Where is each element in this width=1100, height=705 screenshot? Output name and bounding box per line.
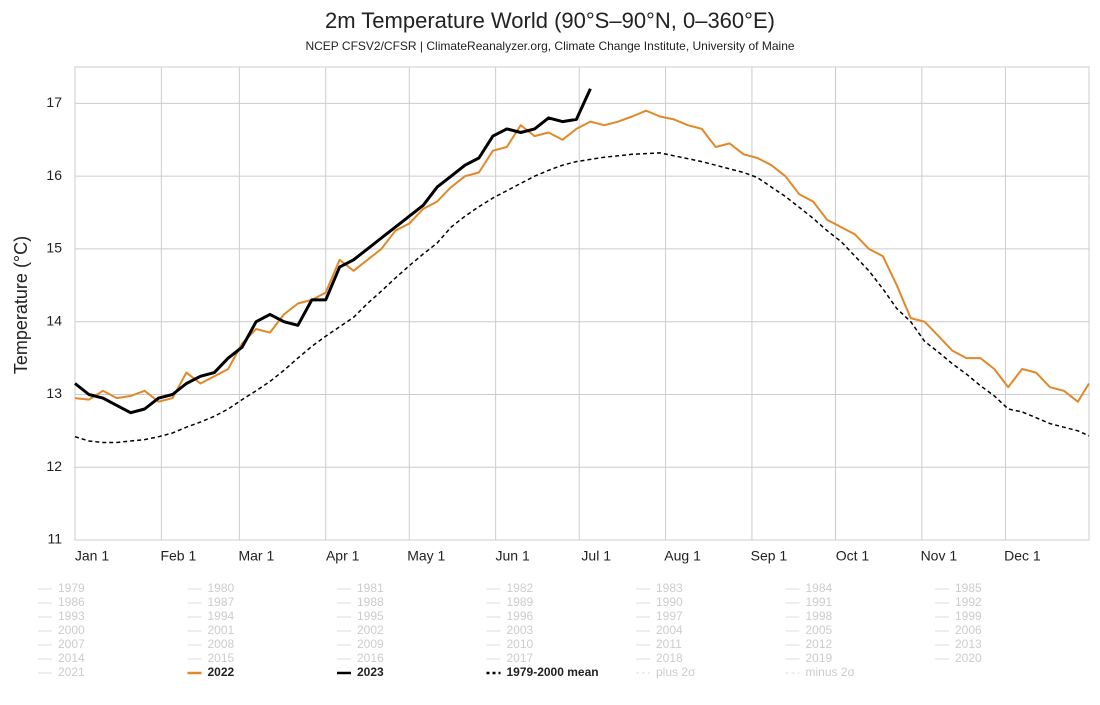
y-tick-label: 16: [46, 167, 62, 183]
legend-label: 2015: [208, 651, 235, 665]
legend-label: 1993: [58, 609, 85, 623]
legend-label: 1992: [955, 595, 982, 609]
y-tick-label: 17: [46, 94, 62, 110]
legend-label: 1998: [806, 609, 833, 623]
legend-label: 1989: [507, 595, 534, 609]
y-tick-label: 12: [46, 458, 62, 474]
legend-label: 2009: [357, 637, 384, 651]
legend-label: 1991: [806, 595, 833, 609]
legend-label: 1990: [656, 595, 683, 609]
x-tick-label: Oct 1: [836, 548, 870, 564]
x-tick-label: Aug 1: [664, 548, 701, 564]
legend-label: 2023: [357, 665, 384, 679]
legend-label: 2016: [357, 651, 384, 665]
legend-label: 1999: [955, 609, 982, 623]
legend-label: minus 2σ: [806, 665, 856, 679]
legend-label: 2022: [208, 665, 235, 679]
x-tick-label: Apr 1: [326, 548, 360, 564]
legend-label: 1986: [58, 595, 85, 609]
legend-label: 1984: [806, 581, 833, 595]
legend-label: 1994: [208, 609, 235, 623]
x-tick-label: Mar 1: [238, 548, 274, 564]
legend-label: 1997: [656, 609, 683, 623]
legend-label: 1987: [208, 595, 235, 609]
legend-label: 2019: [806, 651, 833, 665]
legend-label: 1979-2000 mean: [507, 665, 599, 679]
legend-label: 1983: [656, 581, 683, 595]
legend-label: 2006: [955, 623, 982, 637]
legend-label: 2004: [656, 623, 683, 637]
legend-label: plus 2σ: [656, 665, 696, 679]
legend-label: 2012: [806, 637, 833, 651]
legend-label: 2007: [58, 637, 85, 651]
legend-label: 1985: [955, 581, 982, 595]
y-tick-label: 13: [46, 385, 62, 401]
x-tick-label: Jan 1: [75, 548, 109, 564]
legend-label: 2000: [58, 623, 85, 637]
series-line: [74, 152, 1090, 444]
legend-label: 2003: [507, 623, 534, 637]
x-tick-label: Feb 1: [160, 548, 196, 564]
legend-label: 2002: [357, 623, 384, 637]
legend-label: 1988: [357, 595, 384, 609]
legend-label: 2001: [208, 623, 235, 637]
legend-label: 2020: [955, 651, 982, 665]
series-line: [74, 88, 592, 415]
legend-label: 2021: [58, 665, 85, 679]
plot-frame: [74, 66, 1090, 541]
x-tick-label: Dec 1: [1004, 548, 1041, 564]
legend-label: 2018: [656, 651, 683, 665]
legend-label: 2013: [955, 637, 982, 651]
y-tick-label: 14: [46, 312, 62, 328]
y-tick-label: 11: [47, 531, 62, 547]
legend-label: 2017: [507, 651, 534, 665]
legend-label: 1979: [58, 581, 85, 595]
legend-label: 2011: [656, 637, 682, 651]
x-tick-label: Jun 1: [496, 548, 530, 564]
legend-label: 1981: [357, 581, 384, 595]
x-tick-label: Jul 1: [581, 548, 611, 564]
x-tick-label: Sep 1: [751, 548, 788, 564]
legend-label: 2010: [507, 637, 534, 651]
x-tick-label: May 1: [407, 548, 445, 564]
legend-label: 2014: [58, 651, 85, 665]
chart-title: 2m Temperature World (90°S–90°N, 0–360°E…: [325, 8, 775, 33]
y-axis-label: Temperature (°C): [11, 236, 31, 374]
legend-label: 1995: [357, 609, 384, 623]
legend-label: 1996: [507, 609, 534, 623]
chart-subtitle: NCEP CFSV2/CFSR | ClimateReanalyzer.org,…: [305, 39, 794, 53]
legend-label: 1980: [208, 581, 235, 595]
x-tick-label: Nov 1: [921, 548, 958, 564]
legend-label: 1982: [507, 581, 534, 595]
y-tick-label: 15: [46, 240, 62, 256]
legend-label: 2008: [208, 637, 235, 651]
legend-label: 2005: [806, 623, 833, 637]
